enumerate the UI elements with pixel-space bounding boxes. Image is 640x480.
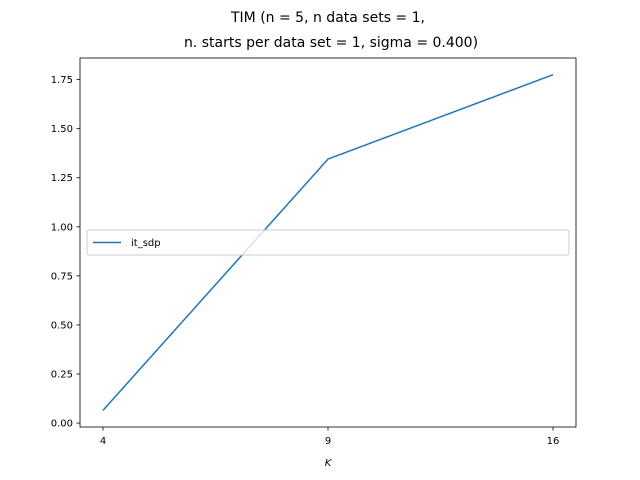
series-line-it_sdp	[102, 73, 554, 411]
legend: it_sdp	[86, 229, 570, 256]
y-tick-label: 0.25	[51, 370, 73, 381]
x-tick-label: 4	[100, 436, 106, 447]
y-tick-label: 0.75	[51, 271, 73, 282]
y-tick-label: 1.25	[51, 173, 73, 184]
plot-area: 0.00 0.25 0.50 0.75 1.00 1.25 1.50 1.75 4 9 16 it_s…	[51, 57, 577, 447]
chart-title-line2: n. starts per data set = 1, sigma = 0.40…	[184, 35, 478, 51]
y-tick-label: 1.75	[51, 75, 73, 86]
y-tick-label: 0.00	[51, 419, 73, 430]
x-tick-label: 16	[547, 436, 560, 447]
x-tick-label: 9	[325, 436, 331, 447]
y-tick-label: 1.00	[51, 222, 73, 233]
legend-label: it_sdp	[131, 238, 161, 249]
y-tick-label: 0.50	[51, 320, 73, 331]
x-axis-label: K	[325, 458, 333, 469]
legend-box	[86, 229, 570, 256]
y-tick-label: 1.50	[51, 124, 73, 135]
chart-title-line1: TIM (n = 5, n data sets = 1,	[230, 10, 425, 26]
